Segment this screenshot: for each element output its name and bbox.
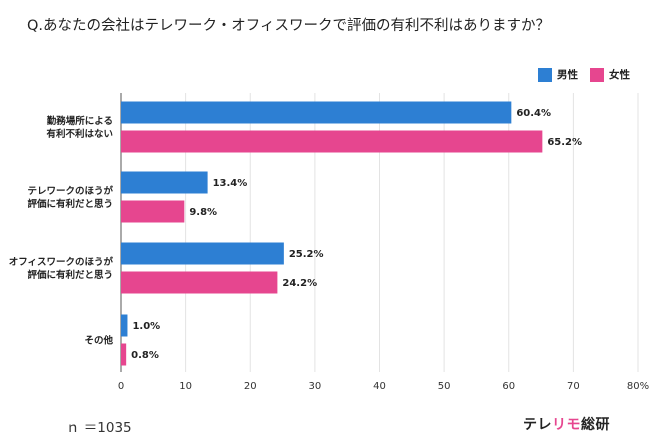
x-tick-label: 10 — [179, 381, 192, 392]
bar-female — [121, 130, 543, 153]
legend-swatch-male — [538, 67, 552, 82]
data-label: 25.2% — [289, 249, 324, 260]
data-label: 60.4% — [516, 108, 551, 119]
category-label: その他 — [84, 335, 113, 347]
legend-swatch-female — [590, 67, 604, 82]
bar-female — [121, 271, 278, 294]
data-label: 0.8% — [131, 350, 159, 361]
x-tick-label: 40 — [373, 381, 386, 392]
brand-part1: テレ — [523, 417, 552, 433]
data-label: 65.2% — [547, 137, 582, 148]
legend-label-female: 女性 — [609, 69, 630, 81]
category-label: オフィスワークのほうが評価に有利だと思う — [9, 256, 114, 281]
x-tick-label: 70 — [567, 381, 580, 392]
category-label: テレワークのほうが評価に有利だと思う — [27, 185, 113, 210]
brand-part3: 総研 — [581, 417, 610, 433]
data-label: 1.0% — [132, 321, 160, 332]
x-tick-label: 0 — [118, 381, 124, 392]
bar-male — [121, 171, 208, 194]
brand-part2: リモ — [552, 417, 581, 433]
data-label: 24.2% — [282, 278, 317, 289]
bar-female — [121, 200, 185, 223]
bar-male — [121, 101, 512, 124]
category-label: 勤務場所による有利不利はない — [46, 115, 113, 140]
bar-male — [121, 314, 128, 337]
x-tick-label: 80% — [627, 381, 649, 392]
question-title: Q.あなたの会社はテレワーク・オフィスワークで評価の有利不利はありますか？ — [27, 18, 550, 34]
legend-item-female: 女性 — [590, 67, 630, 82]
x-tick-label: 50 — [438, 381, 451, 392]
brand-logo: テレリモ総研 — [523, 414, 610, 434]
bar-chart: 0 10 20 30 40 50 60 70 80% 勤務場所による有利不利はない 60.4% 65.… — [9, 93, 649, 392]
sample-size-note: ｎ ＝1035 — [66, 420, 132, 436]
data-label: 9.8% — [189, 207, 217, 218]
data-label: 13.4% — [213, 178, 248, 189]
legend-item-male: 男性 — [538, 67, 578, 82]
x-tick-label: 20 — [244, 381, 257, 392]
legend-label-male: 男性 — [557, 69, 578, 81]
legend: 男性 女性 — [538, 67, 630, 82]
bar-female — [121, 343, 127, 366]
bar-male — [121, 242, 284, 265]
x-tick-label: 60 — [502, 381, 515, 392]
x-tick-label: 30 — [309, 381, 322, 392]
